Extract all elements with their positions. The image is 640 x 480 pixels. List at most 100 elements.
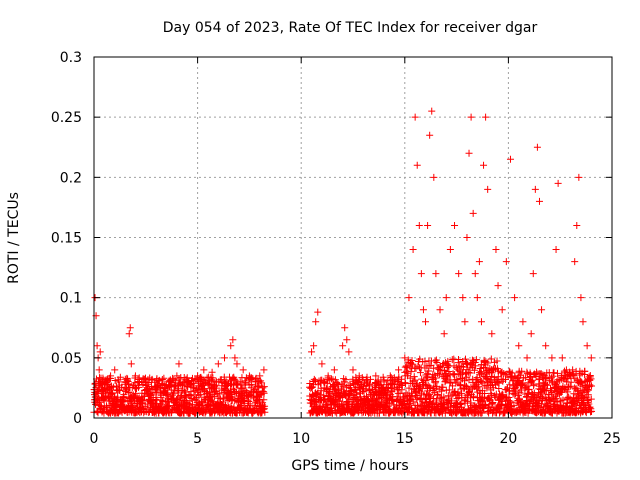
data-point [230,376,238,384]
data-point [318,360,326,368]
chart-title: Day 054 of 2023, Rate Of TEC Index for r… [163,20,538,36]
data-point [515,342,523,350]
data-point [116,373,124,381]
data-point [458,369,466,377]
data-point [453,376,461,384]
data-point [542,342,550,350]
data-point [160,374,168,382]
data-point [404,369,412,377]
data-point [451,387,459,395]
data-point [454,388,462,396]
data-point [352,373,360,381]
data-point [419,306,427,314]
data-point [480,161,488,169]
data-point [573,221,581,229]
data-point [458,362,466,370]
data-point [314,308,322,316]
data-point [571,258,579,266]
y-tick-label: 0.05 [51,351,82,367]
data-point [384,377,392,385]
data-point [310,342,318,350]
data-point [448,397,456,405]
data-point [506,155,514,163]
data-point [330,366,338,374]
data-point [155,377,163,385]
data-point [103,403,111,411]
data-point [317,387,325,395]
y-tick-label: 0.2 [60,170,82,186]
data-point [465,149,473,157]
data-point [484,185,492,193]
data-point [398,375,406,383]
data-point [519,318,527,326]
data-point [170,386,178,394]
data-point [498,306,506,314]
data-point [411,113,419,121]
data-point [461,381,469,389]
data-point [231,376,239,384]
data-point [258,379,266,387]
data-point [195,392,203,400]
data-point [95,366,103,374]
data-point [229,336,237,344]
data-point [175,360,183,368]
data-point [424,374,432,382]
data-point [308,348,316,356]
data-point [433,358,441,366]
data-point [494,282,502,290]
data-point [421,380,429,388]
data-point [424,221,432,229]
data-point [384,402,392,410]
data-point [405,384,413,392]
data-point [473,294,481,302]
data-point [459,294,467,302]
data-point [260,389,268,397]
data-point [527,330,535,338]
data-point [465,368,473,376]
data-point [587,354,595,362]
data-point [345,348,353,356]
data-point [466,369,474,377]
data-point [109,389,117,397]
data-point [260,366,268,374]
data-point [221,354,229,362]
data-point [155,376,163,384]
data-point [118,383,126,391]
data-point [531,185,539,193]
data-point [431,357,439,365]
data-point [455,356,463,364]
data-point [208,377,216,385]
data-point [357,393,365,401]
data-point [429,399,437,407]
data-point [405,294,413,302]
data-point [471,270,479,278]
data-point [126,324,134,332]
data-point [324,400,332,408]
data-point [552,246,560,254]
y-tick-label: 0.25 [51,110,82,126]
data-point [461,318,469,326]
data-point [445,386,453,394]
data-point [260,383,268,391]
data-point [226,405,234,413]
data-point [411,376,419,384]
y-axis-label: ROTI / TECUs [6,192,22,284]
data-point [247,380,255,388]
data-point [447,378,455,386]
data-point [538,306,546,314]
data-point [467,113,475,121]
data-point [111,376,119,384]
data-point [170,376,178,384]
data-point [261,408,269,416]
data-point [200,396,208,404]
data-point [396,389,404,397]
data-point [408,389,416,397]
data-point [188,394,196,402]
data-point [339,382,347,390]
data-point [109,383,117,391]
y-tick-label: 0.1 [60,291,82,307]
data-point [523,354,531,362]
data-point [132,389,140,397]
data-points [90,107,596,417]
data-point [428,107,436,115]
